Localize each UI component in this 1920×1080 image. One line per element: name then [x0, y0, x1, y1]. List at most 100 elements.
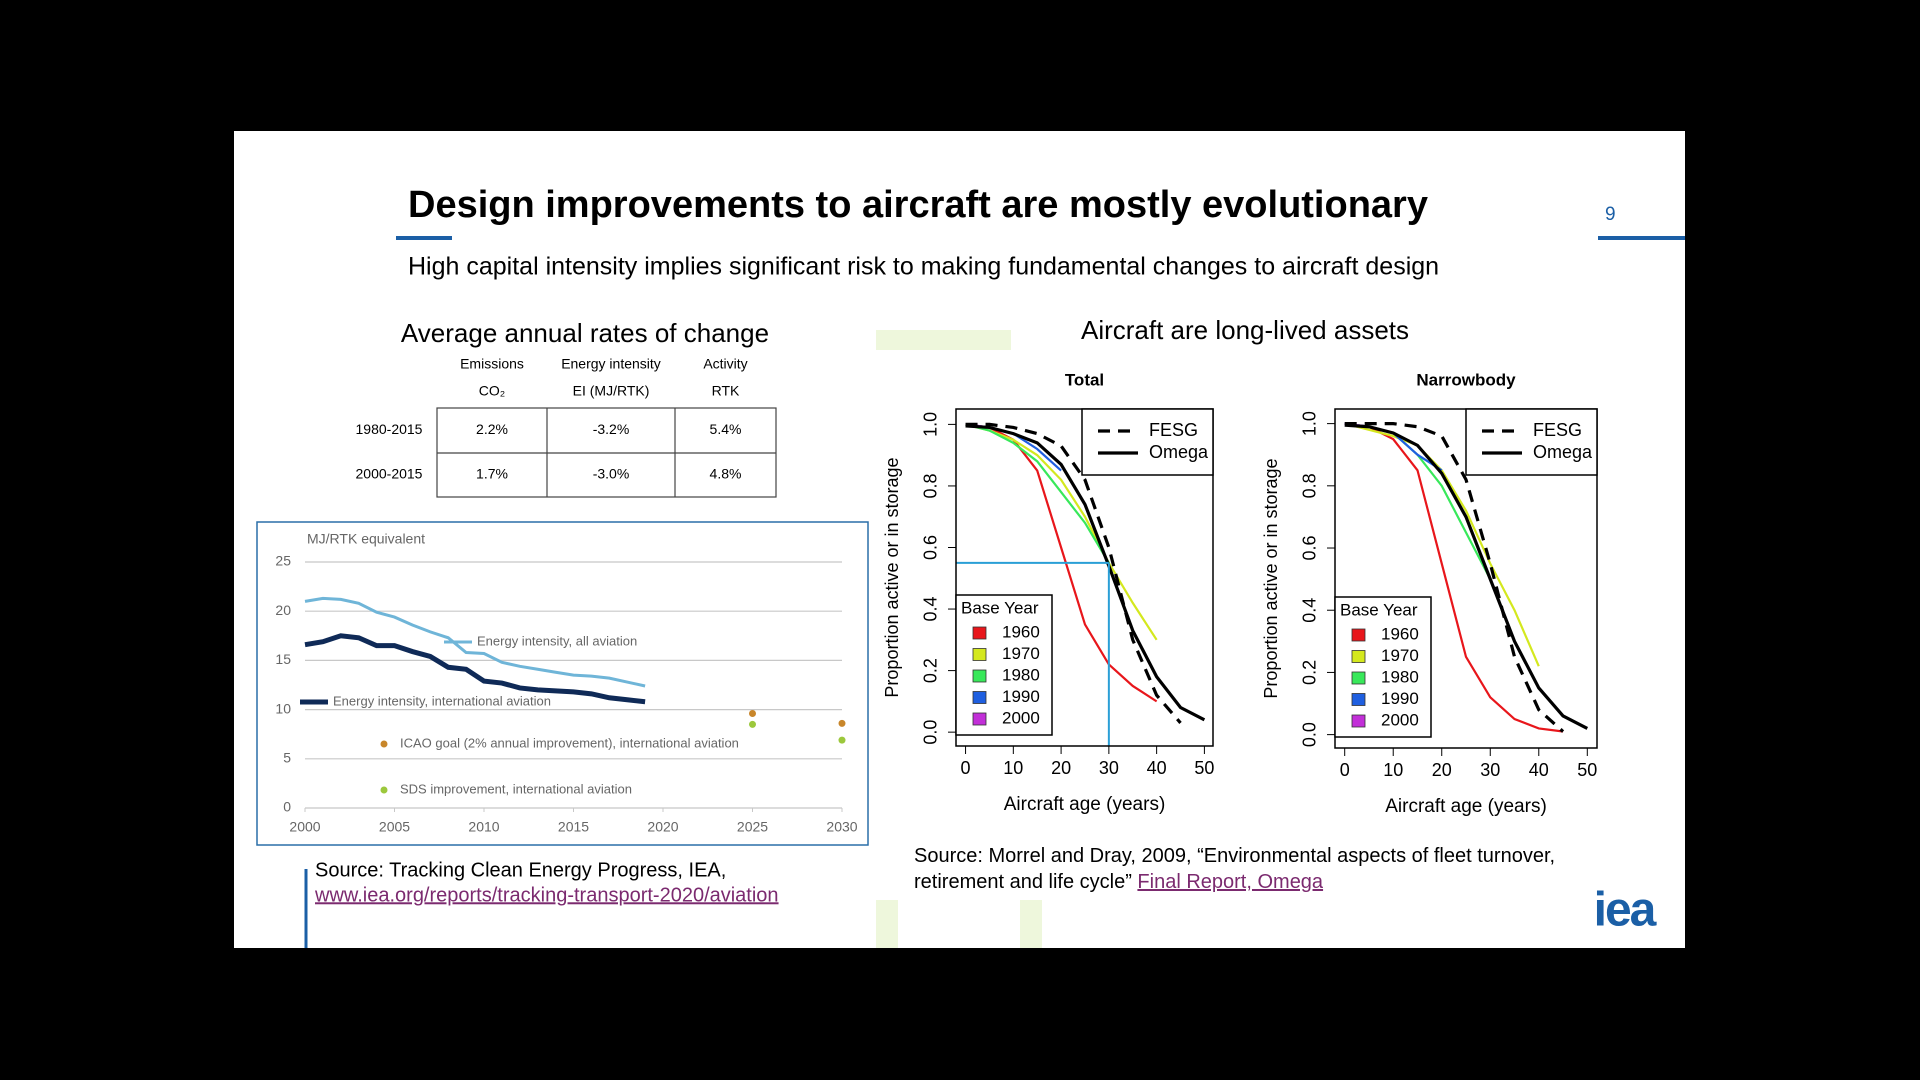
y-tick-label: 0.8 — [921, 473, 941, 498]
x-tick-label: 2025 — [737, 819, 768, 835]
column-header: Emissions — [460, 356, 524, 372]
x-tick-label: 30 — [1480, 760, 1500, 780]
chart-frame — [256, 521, 869, 846]
legend-title: Base Year — [1340, 600, 1418, 619]
source-link[interactable]: Final Report, Omega — [1137, 871, 1324, 893]
legend-swatch — [1351, 714, 1366, 728]
x-tick-label: 0 — [961, 758, 971, 778]
y-tick-label: 0.6 — [921, 535, 941, 560]
y-tick-label: 20 — [275, 602, 291, 618]
x-tick-label: 50 — [1577, 760, 1597, 780]
y-tick-label: 25 — [275, 553, 291, 569]
legend-label: ICAO goal (2% annual improvement), inter… — [400, 735, 739, 750]
legend-box — [955, 594, 1053, 736]
source-link[interactable]: www.iea.org/reports/tracking-transport-2… — [314, 884, 779, 906]
x-tick-label: 50 — [1194, 758, 1214, 778]
legend-label: Omega — [1149, 442, 1209, 462]
legend-swatch — [972, 669, 987, 683]
y-axis-label: Proportion active or in storage — [882, 457, 902, 697]
x-tick-label: 10 — [1003, 758, 1023, 778]
legend-label: Omega — [1533, 442, 1593, 462]
y-axis-label: MJ/RTK equivalent — [307, 531, 425, 547]
x-tick-label: 10 — [1383, 760, 1403, 780]
goal-point — [838, 719, 846, 727]
decoration — [876, 900, 898, 948]
decoration — [876, 330, 1011, 350]
legend-label: 1960 — [1381, 624, 1419, 643]
y-tick-label: 0.4 — [1300, 598, 1320, 623]
goal-point — [749, 720, 756, 728]
legend-swatch — [1351, 628, 1366, 642]
x-axis-label: Aircraft age (years) — [1385, 796, 1547, 817]
table-title: Average annual rates of change — [401, 318, 769, 348]
legend-label: 1970 — [1381, 646, 1419, 665]
column-header: CO₂ — [479, 383, 505, 399]
source-line: Source: Morrel and Dray, 2009, “Environm… — [914, 845, 1555, 867]
x-tick-label: 20 — [1432, 760, 1452, 780]
y-tick-label: 0.0 — [921, 720, 941, 745]
x-tick-label: 2000 — [289, 819, 320, 835]
data-line — [1344, 423, 1589, 730]
legend-swatch — [380, 740, 388, 748]
y-tick-label: 10 — [275, 700, 291, 716]
legend-label: FESG — [1533, 420, 1582, 440]
x-tick-label: 40 — [1529, 760, 1549, 780]
data-line — [1344, 422, 1565, 733]
data-line — [304, 633, 646, 705]
slide-area — [234, 131, 1685, 948]
y-tick-label: 1.0 — [921, 412, 941, 437]
subtitle: High capital intensity implies significa… — [408, 253, 1439, 281]
y-tick-label: 0.2 — [921, 658, 941, 683]
goal-point — [838, 736, 846, 744]
x-tick-label: 0 — [1340, 760, 1350, 780]
y-axis-label: Proportion active or in storage — [1261, 458, 1281, 698]
data-line — [965, 424, 1206, 722]
x-tick-label: 30 — [1099, 758, 1119, 778]
legend-swatch — [380, 786, 388, 794]
y-tick-label: 0.0 — [1300, 722, 1320, 747]
legend-swatch — [1351, 650, 1366, 663]
y-tick-label: 0.8 — [1300, 473, 1320, 498]
table-cell: -3.2% — [593, 421, 630, 437]
table-cell: 5.4% — [710, 421, 742, 437]
legend-label: 1990 — [1002, 687, 1040, 706]
column-header: Energy intensity — [561, 356, 661, 372]
legend-swatch — [972, 712, 987, 726]
y-tick-label: 0.4 — [921, 597, 941, 622]
x-tick-label: 2005 — [379, 819, 410, 835]
legend-swatch — [972, 648, 987, 661]
legend-box — [1334, 596, 1432, 738]
x-tick-label: 20 — [1051, 758, 1071, 778]
y-tick-label: 0.2 — [1300, 660, 1320, 685]
legend-label: 2000 — [1381, 710, 1419, 729]
legend-swatch — [1351, 671, 1366, 685]
y-tick-label: 5 — [283, 750, 291, 766]
legend-label: Energy intensity, all aviation — [477, 633, 637, 648]
y-tick-label: 0.6 — [1300, 536, 1320, 561]
y-tick-label: 0 — [283, 799, 291, 815]
data-line — [304, 596, 646, 688]
panel-title: Narrowbody — [1416, 370, 1516, 389]
title: Design improvements to aircraft are most… — [408, 184, 1428, 226]
legend-label: 1970 — [1002, 644, 1040, 663]
panel-title: Total — [1065, 370, 1104, 389]
source-text: Source: Tracking Clean Energy Progress, … — [315, 859, 726, 881]
page-number: 9 — [1605, 204, 1616, 225]
legend-label: 1980 — [1002, 665, 1040, 684]
source-right: Source: Morrel and Dray, 2009, “Environm… — [914, 845, 1561, 893]
survival-title: Aircraft are long-lived assets — [1081, 315, 1409, 345]
data-line — [965, 423, 1110, 564]
x-tick-label: 2030 — [826, 819, 857, 835]
data-line — [965, 422, 1182, 724]
legend-label: Energy intensity, international aviation — [333, 693, 551, 708]
data-line — [965, 423, 1158, 703]
legend-box — [1081, 408, 1214, 476]
column-header: EI (MJ/RTK) — [573, 383, 650, 399]
goal-point — [749, 710, 756, 718]
column-header: RTK — [712, 383, 740, 399]
legend-title: Base Year — [961, 598, 1039, 617]
y-tick-label: 1.0 — [1300, 411, 1320, 436]
legend-label: SDS improvement, international aviation — [400, 781, 632, 796]
